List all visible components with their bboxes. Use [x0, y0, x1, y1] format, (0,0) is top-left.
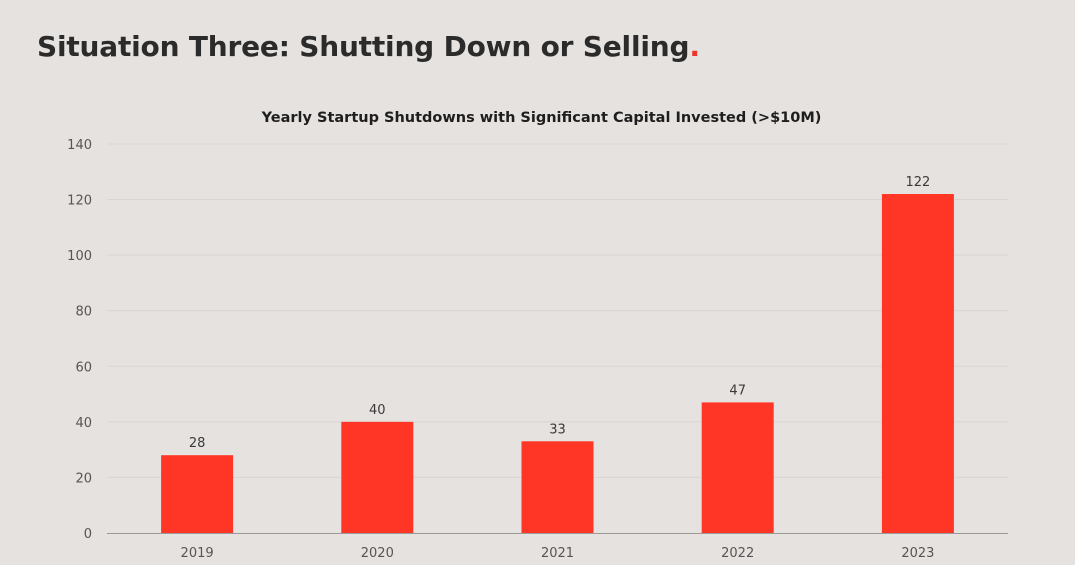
- y-tick-label: 100: [67, 249, 92, 264]
- y-tick-label: 20: [75, 471, 92, 486]
- bar-value-label-2022: 47: [729, 383, 746, 398]
- bar-2020: [341, 421, 414, 533]
- y-tick-label: 80: [75, 305, 92, 320]
- x-tick-label-2023: 2023: [901, 546, 934, 561]
- y-tick-label: 120: [67, 194, 92, 209]
- x-tick-label-2019: 2019: [181, 546, 214, 561]
- slide-title: Situation Three: Shutting Down or Sellin…: [37, 30, 700, 63]
- y-tick-label: 140: [67, 138, 92, 153]
- bar-value-label-2021: 33: [549, 422, 566, 437]
- x-axis-ticks: 2019 2020 2021 2022 2023: [181, 546, 935, 561]
- x-tick-label-2022: 2022: [721, 546, 754, 561]
- bar-2023: [881, 194, 954, 533]
- bar-2021: [521, 441, 594, 533]
- chart-title: Yearly Startup Shutdowns with Significan…: [261, 110, 822, 126]
- x-tick-label-2020: 2020: [361, 546, 394, 561]
- bar-value-label-2020: 40: [369, 403, 386, 418]
- bar-value-label-2019: 28: [189, 436, 206, 451]
- y-axis-ticks: 0 20 40 60 80 100 120 140: [67, 138, 92, 542]
- title-accent-dot: .: [689, 30, 700, 63]
- bars: [161, 194, 954, 533]
- bar-value-labels: 28 40 33 47 122: [189, 175, 930, 451]
- x-tick-label-2021: 2021: [541, 546, 574, 561]
- slide-title-text: Situation Three: Shutting Down or Sellin…: [37, 30, 690, 63]
- bar-2019: [161, 455, 234, 533]
- bar-2022: [701, 402, 774, 533]
- y-tick-label: 0: [84, 527, 92, 542]
- y-tick-label: 60: [75, 360, 92, 375]
- bar-value-label-2023: 122: [905, 175, 930, 190]
- y-tick-label: 40: [75, 416, 92, 431]
